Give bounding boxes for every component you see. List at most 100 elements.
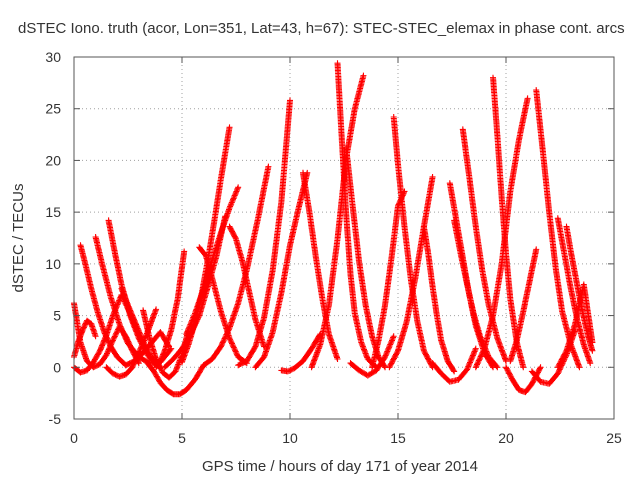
data-marks <box>217 206 232 236</box>
data-marks <box>485 353 500 370</box>
data-marks <box>90 349 103 366</box>
y-tick-label: 30 <box>45 49 61 65</box>
data-marks <box>567 248 578 276</box>
y-axis-label: dSTEC / TECUs <box>10 184 27 293</box>
data-marks <box>71 339 81 360</box>
data-point <box>537 364 544 371</box>
data-marks <box>580 341 593 365</box>
data-marks <box>444 358 457 374</box>
data-marks <box>503 364 515 382</box>
data-marks <box>118 285 131 307</box>
data-marks <box>563 322 578 354</box>
data-marks <box>373 355 388 374</box>
data-marks <box>209 275 224 313</box>
data-marks <box>490 74 501 138</box>
y-tick-label: 10 <box>45 256 61 272</box>
data-marks <box>470 310 483 338</box>
data-marks <box>252 355 267 371</box>
y-tick-label: 0 <box>53 359 61 375</box>
x-tick-label: 25 <box>606 430 622 446</box>
data-marks <box>81 258 94 291</box>
data-marks <box>466 174 479 229</box>
data-marks <box>388 204 401 261</box>
series-arc-33 <box>451 217 501 371</box>
data-marks <box>94 309 107 334</box>
data-marks <box>146 335 159 361</box>
data-marks <box>300 169 313 214</box>
data-marks <box>358 339 371 361</box>
series-arc-28 <box>390 114 436 371</box>
data-marks <box>112 250 125 287</box>
data-marks <box>153 359 163 371</box>
series-arc-21 <box>278 331 324 375</box>
data-point <box>587 360 594 367</box>
data-marks <box>179 342 191 366</box>
data-marks <box>552 265 565 313</box>
data-marks <box>464 281 477 316</box>
data-marks <box>574 316 587 347</box>
data-marks <box>131 350 145 365</box>
data-marks <box>226 223 239 241</box>
data-marks <box>96 353 109 368</box>
data-marks <box>429 360 444 376</box>
series-arc-31 <box>429 345 479 385</box>
data-marks <box>116 320 131 346</box>
data-marks <box>183 377 197 393</box>
data-marks <box>349 202 362 264</box>
series-arc-29 <box>386 173 436 371</box>
y-tick-label: 20 <box>45 152 61 168</box>
data-marks <box>325 331 340 361</box>
data-marks <box>567 285 580 322</box>
data-marks <box>325 237 341 309</box>
data-marks <box>107 294 122 326</box>
data-marks <box>546 209 559 270</box>
data-point <box>589 347 596 354</box>
series-arc-43 <box>563 223 596 354</box>
data-marks <box>261 268 276 321</box>
data-marks <box>107 343 120 359</box>
data-marks <box>403 276 418 325</box>
data-marks <box>317 303 332 348</box>
series-arc-12 <box>153 248 188 371</box>
data-marks <box>347 271 358 315</box>
data-marks <box>343 145 356 208</box>
axis-ticks: 0 5 10 15 20 25 -5 0 5 10 15 20 25 30 <box>45 49 622 446</box>
data-marks <box>503 250 514 301</box>
data-marks <box>343 211 354 276</box>
data-marks <box>362 302 375 338</box>
data-marks <box>176 387 189 398</box>
data-marks <box>183 311 198 338</box>
data-marks <box>226 335 241 359</box>
data-marks <box>122 358 137 369</box>
data-marks <box>84 360 96 374</box>
series-arc-39 <box>533 87 583 371</box>
data-marks <box>157 379 169 392</box>
data-marks <box>351 310 364 344</box>
data-marks <box>196 244 208 258</box>
data-marks <box>369 338 382 371</box>
data-marks <box>490 262 505 319</box>
series-arc-36 <box>490 74 527 371</box>
data-marks <box>243 344 258 365</box>
data-marks <box>364 368 379 379</box>
data-marks <box>459 126 473 179</box>
data-marks <box>554 349 569 371</box>
data-marks <box>77 242 88 264</box>
series-arc-19 <box>235 97 293 369</box>
data-marks <box>401 223 414 282</box>
data-point <box>533 246 540 253</box>
data-marks <box>516 96 531 143</box>
data-marks <box>161 357 176 371</box>
data-marks <box>233 236 246 264</box>
data-marks <box>522 381 535 396</box>
data-marks <box>425 250 436 289</box>
data-point <box>494 364 501 371</box>
data-marks <box>585 333 595 353</box>
data-layer <box>71 60 596 398</box>
data-marks <box>200 356 215 369</box>
data-marks <box>554 215 567 255</box>
data-marks <box>246 287 259 322</box>
series-arc-15 <box>183 184 242 338</box>
data-point <box>235 184 242 191</box>
data-marks <box>455 367 470 383</box>
